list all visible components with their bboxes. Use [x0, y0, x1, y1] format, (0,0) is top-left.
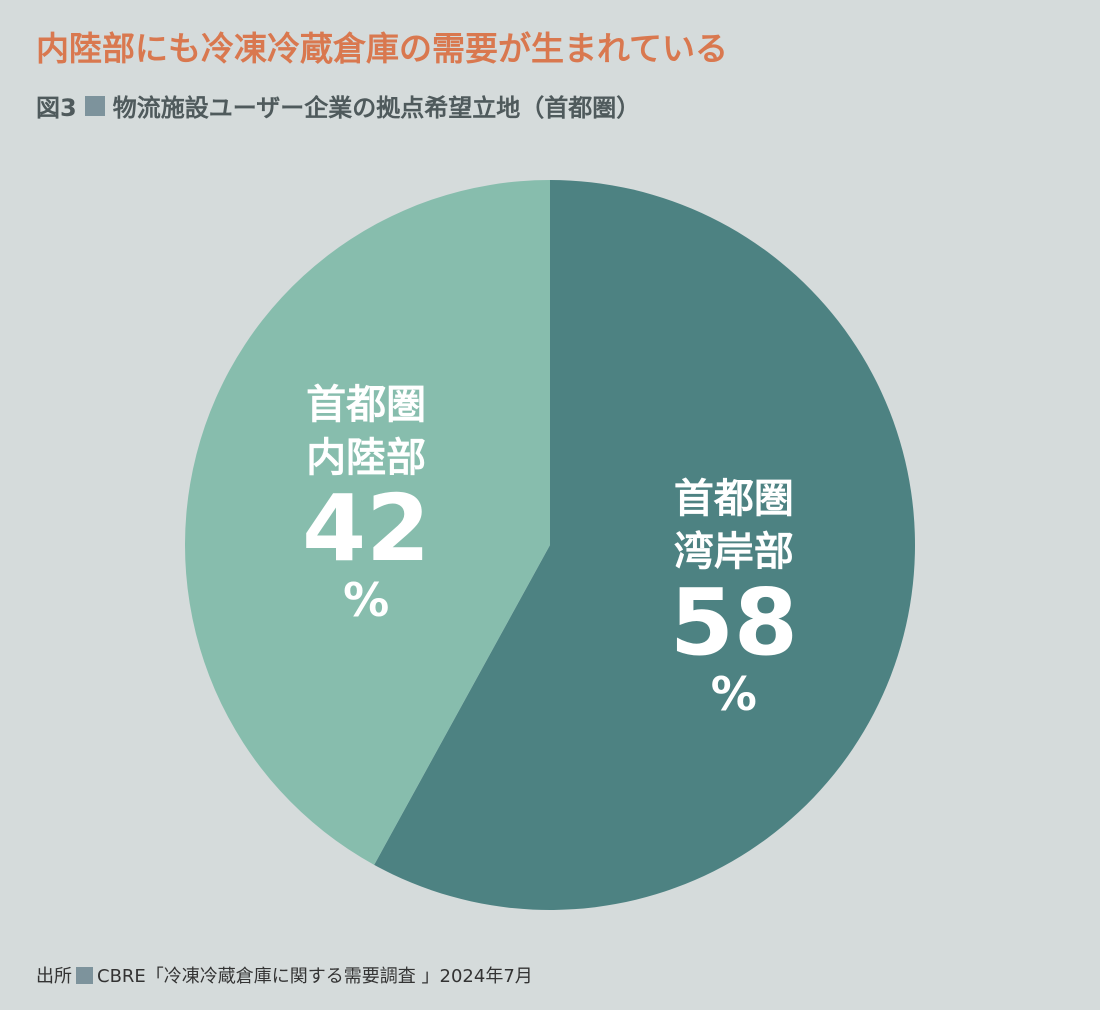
square-marker-icon: [84, 95, 105, 116]
slice-label-line1: 首都圏: [674, 476, 794, 522]
slice-value: 58: [670, 569, 798, 676]
slice-value: 42: [302, 475, 430, 582]
source-note: 出所 CBRE「冷凍冷蔵倉庫に関する需要調査 」2024年7月: [36, 962, 533, 988]
figure-number: 図3: [36, 94, 77, 122]
slice-label-line2: 湾岸部: [674, 529, 794, 575]
slice-label-line2: 内陸部: [306, 435, 426, 481]
pie-slice-0: [374, 180, 915, 910]
figure-caption-text: 物流施設ユーザー企業の拠点希望立地（首都圏）: [112, 94, 641, 122]
source-label: 出所: [36, 966, 72, 987]
square-marker-icon: [76, 966, 93, 984]
figure-caption: 図3 物流施設ユーザー企業の拠点希望立地（首都圏）: [36, 88, 640, 123]
slice-label-line1: 首都圏: [306, 382, 426, 428]
source-text: CBRE「冷凍冷蔵倉庫に関する需要調査 」2024年7月: [97, 966, 533, 987]
slice-unit: %: [711, 667, 757, 721]
slice-unit: %: [343, 573, 389, 627]
pie-slice-1: [184, 180, 550, 865]
chart-title: 内陸部にも冷凍冷蔵倉庫の需要が生まれている: [36, 29, 729, 68]
